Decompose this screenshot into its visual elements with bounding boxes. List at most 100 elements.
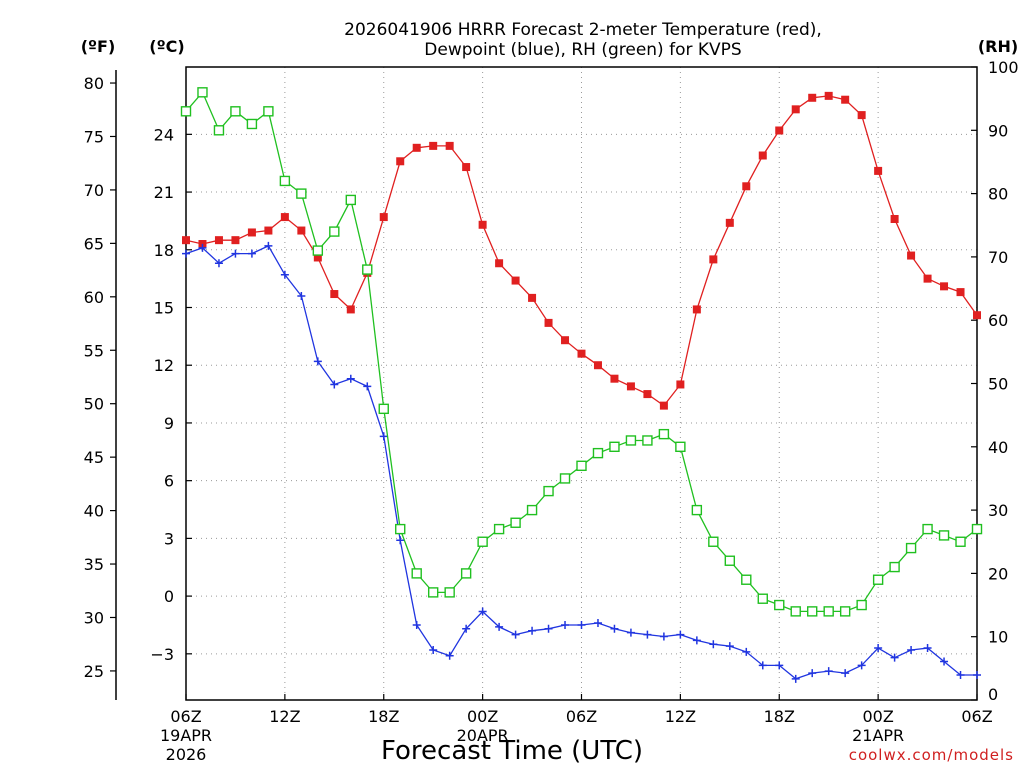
rh-point <box>658 428 670 440</box>
rh-point <box>922 523 933 535</box>
fahrenheit-tick-label: 45 <box>84 448 104 467</box>
dewpoint-point <box>182 249 190 258</box>
temperature-point <box>775 126 784 135</box>
dewpoint-point <box>725 642 734 651</box>
dewpoint-point <box>791 674 800 683</box>
dewpoint-point <box>923 644 932 653</box>
rh-point <box>263 106 274 117</box>
celsius-tick-label: 0 <box>164 587 174 606</box>
series-filled-square <box>182 91 981 410</box>
dewpoint-point <box>841 669 850 678</box>
celsius-tick-label: 12 <box>154 356 174 375</box>
temperature-point <box>758 151 767 160</box>
series-layer <box>180 87 983 683</box>
rh-point <box>279 175 291 187</box>
fahrenheit-tick-label: 65 <box>84 234 104 253</box>
rh-point <box>938 530 950 541</box>
rh-point <box>312 245 324 256</box>
rh-point <box>543 485 554 497</box>
celsius-tick-label: 18 <box>154 241 174 260</box>
rh-tick-label: 20 <box>988 564 1008 583</box>
temperature-point <box>940 282 949 291</box>
dewpoint-point <box>445 651 454 660</box>
dewpoint-point <box>626 628 635 637</box>
temperature-point <box>412 143 421 152</box>
time-tick-label: 06Z <box>566 707 597 726</box>
dewpoint-point <box>874 644 883 653</box>
rh-point <box>526 504 538 516</box>
celsius-tick-label: 6 <box>164 472 174 491</box>
rh-tick-label: 100 <box>988 58 1019 77</box>
rh-point <box>576 460 587 471</box>
temperature-point <box>808 93 817 102</box>
temperature-point <box>610 374 619 383</box>
dewpoint-point <box>528 626 537 635</box>
dewpoint-point <box>429 645 438 654</box>
rh-point <box>329 226 340 237</box>
rh-point <box>477 536 488 547</box>
temperature-point <box>643 390 652 399</box>
time-tick-label: 06Z <box>170 707 201 726</box>
rh-point <box>180 106 192 117</box>
dewpoint-point <box>297 291 306 300</box>
celsius-tick-label: 24 <box>154 125 174 144</box>
celsius-tick-label: 9 <box>164 414 174 433</box>
rh-point <box>345 194 356 206</box>
dewpoint-point <box>495 622 504 631</box>
fahrenheit-tick-label: 25 <box>84 662 104 681</box>
dewpoint-point <box>956 670 965 679</box>
fahrenheit-tick-label: 75 <box>84 127 104 146</box>
series-plus <box>182 241 981 683</box>
fahrenheit-tick-label: 50 <box>84 395 104 414</box>
rh-point <box>790 606 801 617</box>
celsius-tick-label: 3 <box>164 529 174 548</box>
rh-axis-ticks: 0 10 20 30 40 50 60 70 80 90 100 <box>971 58 1019 704</box>
fahrenheit-tick-label: 60 <box>84 288 104 307</box>
rh-point <box>230 106 241 117</box>
temperature-point <box>313 253 322 262</box>
dewpoint-point <box>247 249 256 258</box>
rh-point <box>559 473 571 484</box>
dewpoint-point <box>610 624 619 633</box>
rh-tick-label: 60 <box>988 311 1008 330</box>
chart-title-line2: Dewpoint (blue), RH (green) for KVPS <box>424 40 741 60</box>
temperature-point <box>890 214 899 223</box>
celsius-tick-label: −3 <box>150 645 174 664</box>
temperature-point <box>659 401 668 410</box>
rh-point <box>872 574 884 585</box>
dewpoint-point <box>363 382 372 391</box>
rh-point <box>609 441 620 452</box>
rh-tick-label: 30 <box>988 501 1008 520</box>
dewpoint-point <box>346 374 355 383</box>
rh-tick-label: 50 <box>988 375 1008 394</box>
temperature-point <box>593 361 602 370</box>
rh-point <box>642 435 653 446</box>
rh-point <box>856 599 867 611</box>
rh-point <box>296 188 307 199</box>
time-tick-label: 18Z <box>764 707 795 726</box>
temperature-point <box>511 276 520 285</box>
date-tick-label: 20APR <box>457 726 509 745</box>
time-tick-label: 00Z <box>467 707 498 726</box>
time-tick-label: 18Z <box>368 707 399 726</box>
rh-point <box>675 441 686 452</box>
dewpoint-point <box>561 620 570 629</box>
temperature-point <box>264 226 273 235</box>
rh-point <box>378 403 389 415</box>
rh-point <box>460 568 472 579</box>
rh-point <box>213 125 225 136</box>
dewpoint-point <box>280 270 289 279</box>
celsius-unit-label: (ºC) <box>149 37 184 56</box>
dewpoint-point <box>643 630 652 639</box>
temperature-point <box>280 213 289 222</box>
rh-tick-label: 90 <box>988 121 1008 140</box>
celsius-axis-ticks: −3 0 3 6 9 12 15 18 21 24 <box>150 125 192 664</box>
series-open-square <box>180 87 983 617</box>
dewpoint-point <box>907 645 916 654</box>
temperature-point <box>857 111 866 120</box>
dewpoint-point <box>511 630 520 639</box>
rh-tick-label: 70 <box>988 248 1008 267</box>
rh-point <box>427 587 439 598</box>
year-tick-label: 2026 <box>166 745 207 764</box>
fahrenheit-tick-label: 40 <box>84 502 104 521</box>
